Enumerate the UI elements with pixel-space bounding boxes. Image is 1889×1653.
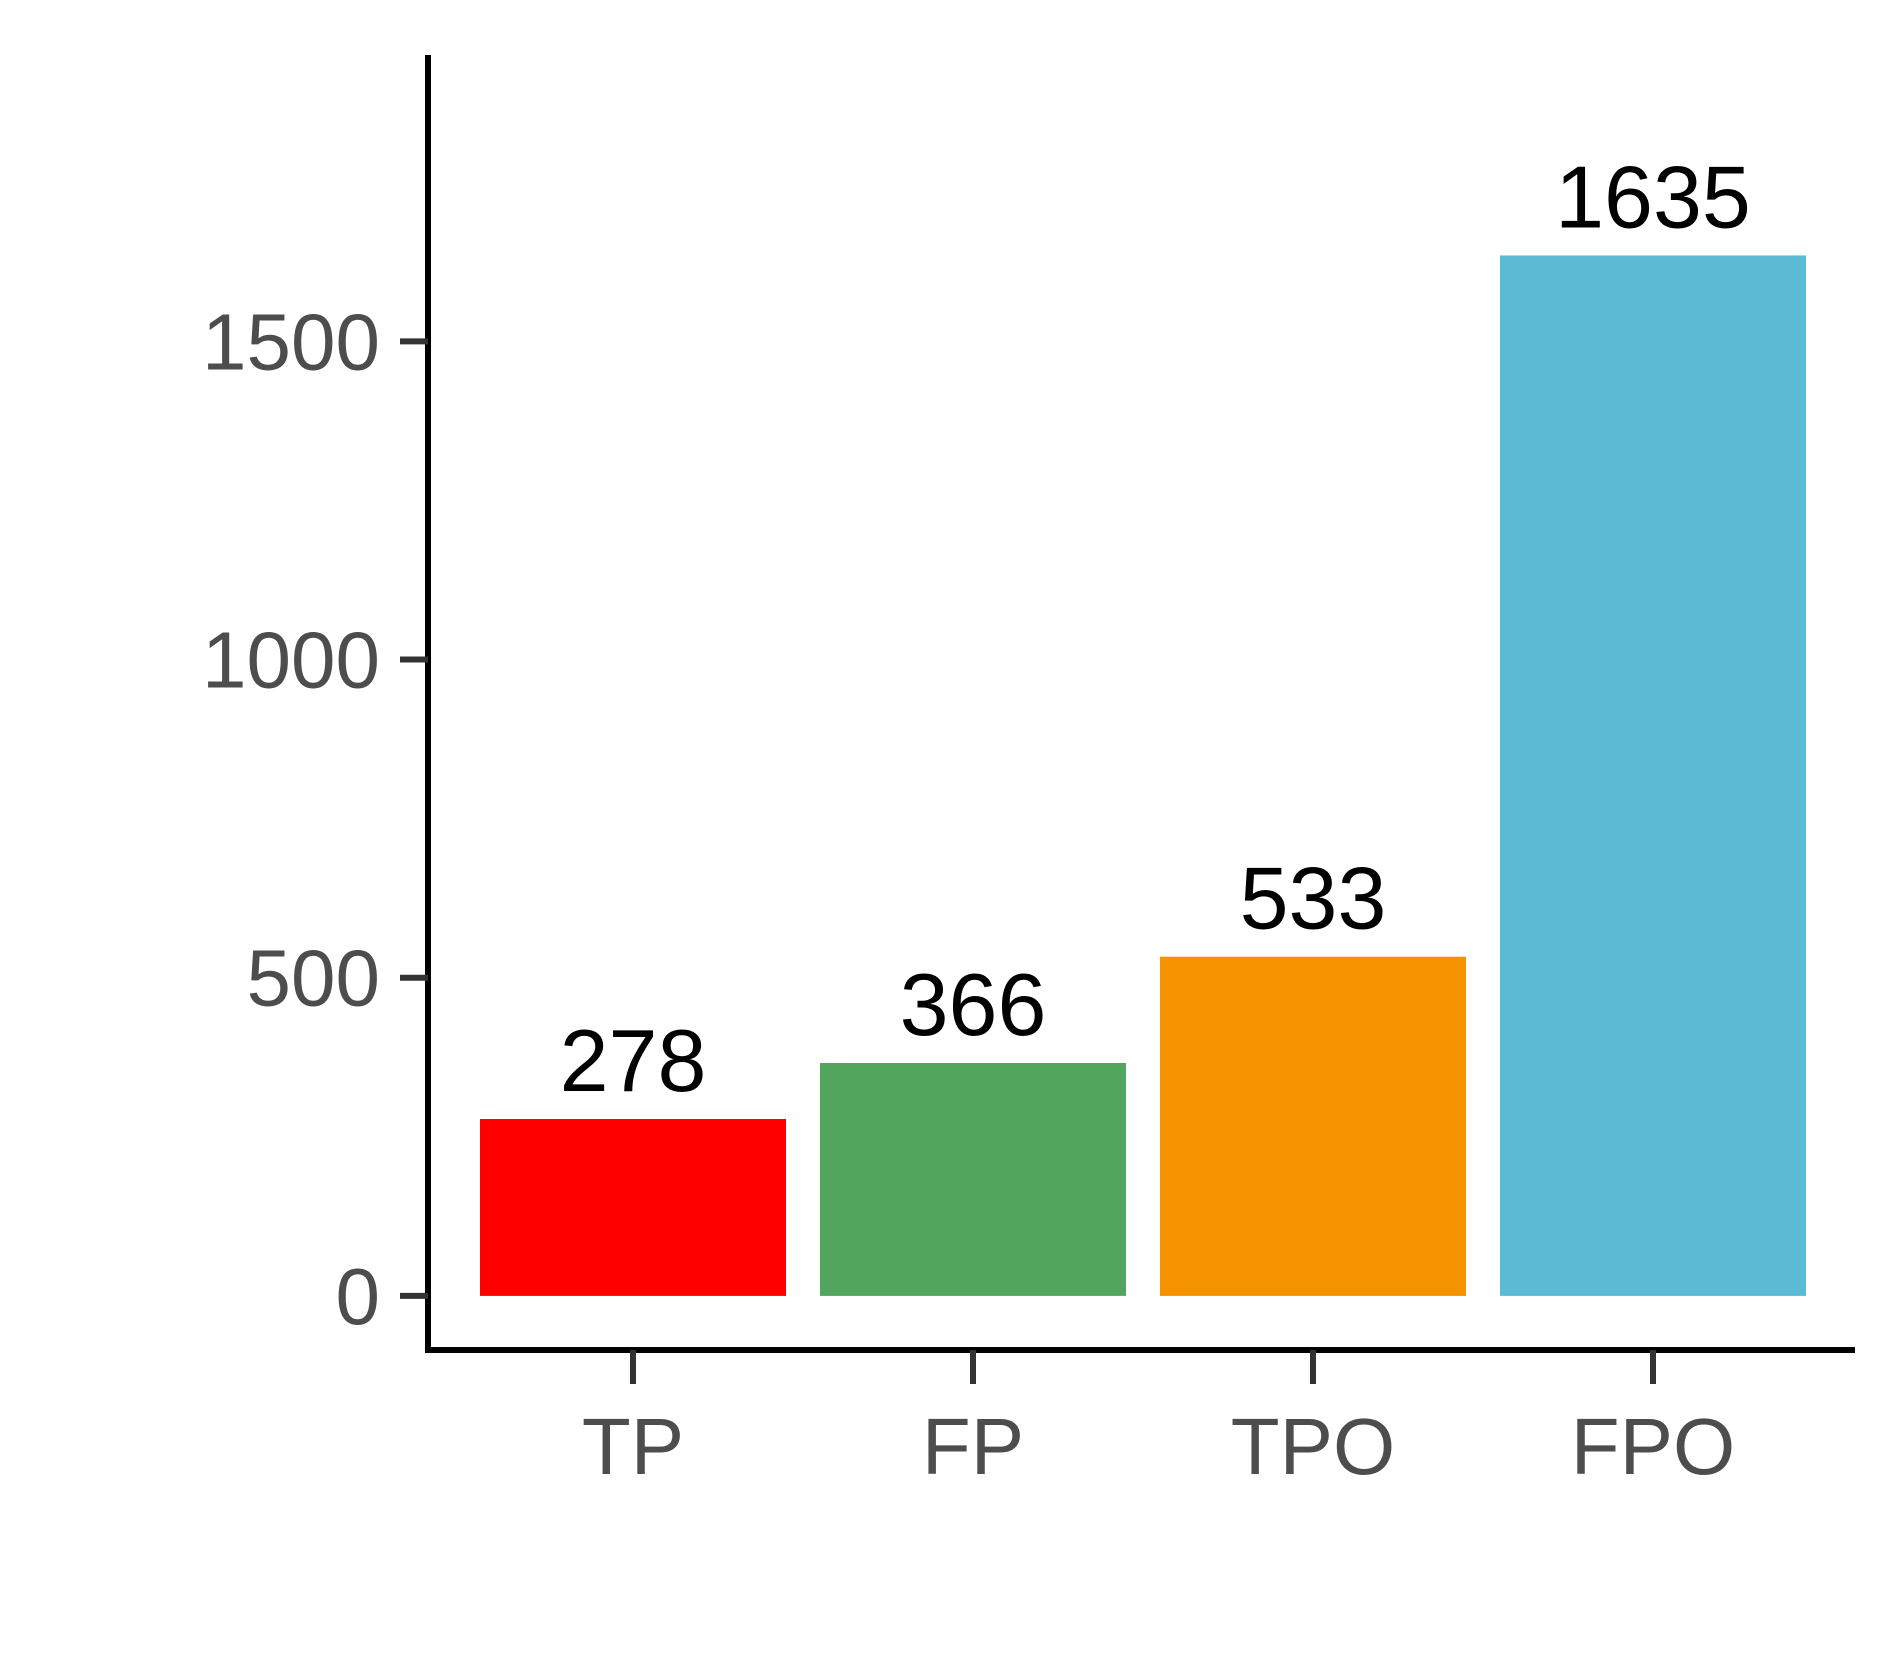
bar-labels-group: 278 366 533 1635 (560, 147, 1751, 1110)
data-label-tpo: 533 (1240, 849, 1387, 948)
y-tick-label-1500: 1500 (202, 297, 380, 386)
y-ticks-group: 0 500 1000 1500 (202, 297, 428, 1341)
bar-fpo (1500, 255, 1806, 1296)
bar-tpo (1160, 956, 1466, 1296)
y-tick-label-1000: 1000 (202, 616, 380, 705)
data-label-tp: 278 (560, 1011, 707, 1110)
bar-fp (820, 1063, 1126, 1296)
data-label-fp: 366 (900, 955, 1047, 1054)
bars-group (480, 255, 1806, 1296)
y-tick-label-500: 500 (247, 934, 380, 1023)
y-tick-label-0: 0 (336, 1252, 381, 1341)
bar-tp (480, 1119, 786, 1296)
data-label-fpo: 1635 (1555, 147, 1751, 246)
x-ticks-group: TP FP TPO FPO (582, 1350, 1735, 1491)
x-tick-label-fp: FP (922, 1402, 1024, 1491)
x-tick-label-fpo: FPO (1571, 1402, 1735, 1491)
x-tick-label-tp: TP (582, 1402, 684, 1491)
x-tick-label-tpo: TPO (1231, 1402, 1395, 1491)
